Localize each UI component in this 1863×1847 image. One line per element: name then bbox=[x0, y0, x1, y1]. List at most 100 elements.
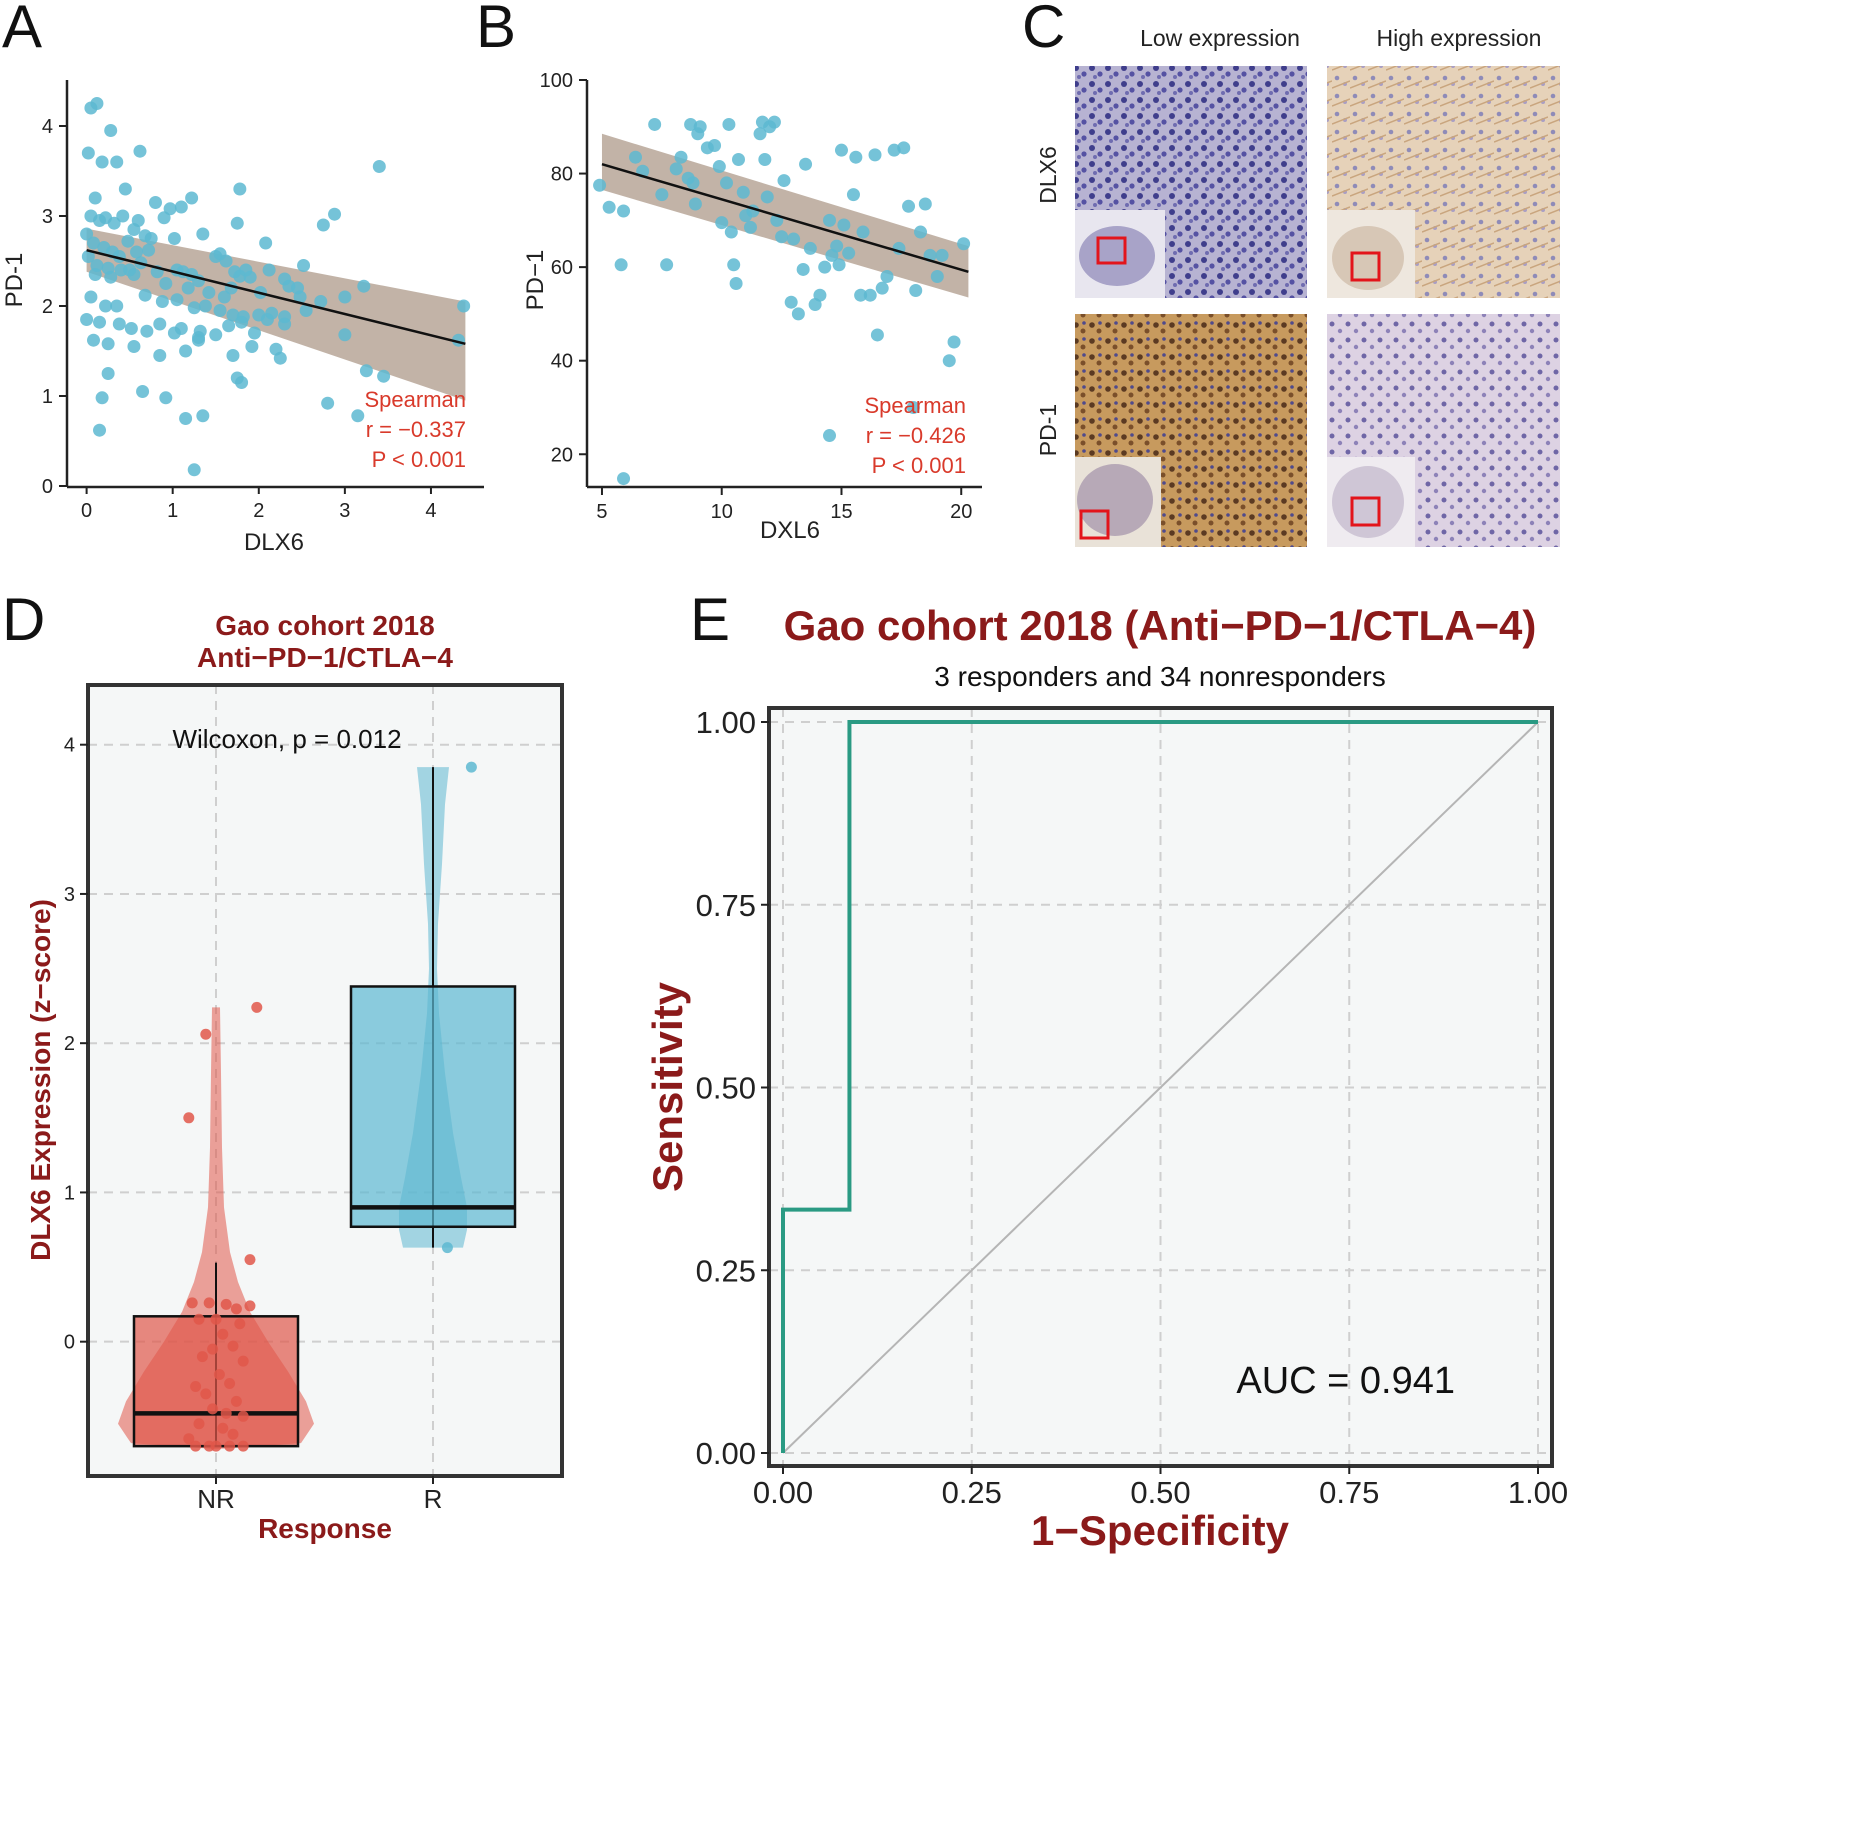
scatter-point bbox=[81, 250, 95, 263]
scatter-point bbox=[262, 263, 276, 277]
scatter-point bbox=[830, 239, 844, 253]
panel-b-stat-p: P < 0.001 bbox=[872, 453, 966, 478]
scatter-point bbox=[107, 216, 121, 230]
panel-a-ylabel: PD-1 bbox=[1, 253, 28, 308]
scatter-point bbox=[81, 146, 95, 160]
scatter-point bbox=[226, 308, 240, 322]
scatter-point bbox=[357, 279, 371, 293]
scatter-point bbox=[727, 258, 741, 272]
scatter-point bbox=[95, 155, 109, 169]
y-tick-label: 0 bbox=[42, 476, 53, 498]
scatter-point bbox=[617, 204, 631, 218]
data-point-nr bbox=[227, 1428, 239, 1440]
scatter-point bbox=[88, 191, 102, 205]
scatter-point bbox=[753, 127, 767, 141]
scatter-point bbox=[846, 188, 860, 202]
y-tick-label: 2 bbox=[42, 296, 53, 318]
scatter-point bbox=[179, 412, 193, 425]
scatter-point bbox=[823, 429, 837, 443]
data-point-nr bbox=[230, 1303, 242, 1315]
scatter-point bbox=[842, 246, 856, 260]
scatter-point bbox=[226, 349, 240, 362]
scatter-point bbox=[127, 340, 141, 353]
scatter-point bbox=[743, 220, 757, 234]
panel-e-auc-label: AUC = 0.941 bbox=[1236, 1360, 1455, 1402]
scatter-point bbox=[222, 319, 236, 333]
x-tick-label: 1.00 bbox=[1508, 1475, 1568, 1510]
scatter-point bbox=[198, 299, 212, 313]
scatter-point bbox=[230, 216, 244, 230]
data-point-nr bbox=[193, 1313, 205, 1325]
scatter-point bbox=[328, 207, 342, 221]
x-tick-label: NR bbox=[197, 1484, 235, 1514]
scatter-point bbox=[259, 236, 273, 250]
scatter-point bbox=[209, 250, 223, 263]
scatter-point bbox=[273, 351, 287, 365]
scatter-point bbox=[124, 322, 138, 335]
y-tick-label: 0 bbox=[64, 1332, 75, 1354]
y-tick-label: 100 bbox=[540, 70, 573, 92]
scatter-point bbox=[935, 248, 949, 262]
scatter-point bbox=[803, 241, 817, 255]
scatter-point bbox=[174, 322, 188, 335]
ihc-image-dlx6-high bbox=[1327, 66, 1560, 298]
regression-line bbox=[86, 248, 466, 346]
data-point-nr bbox=[203, 1297, 215, 1309]
scatter-point bbox=[219, 254, 233, 268]
scatter-point bbox=[144, 232, 158, 245]
scatter-point bbox=[114, 263, 128, 277]
panel-d-title-line1: Gao cohort 2018 bbox=[215, 610, 434, 641]
panel-d-boxplot: Gao cohort 2018 Anti−PD−1/CTLA−4 0 1 2 3 4 NR… bbox=[25, 610, 564, 1544]
scatter-point bbox=[121, 234, 135, 248]
data-point-nr bbox=[190, 1440, 202, 1452]
panel-d-xlabel: Response bbox=[258, 1513, 392, 1544]
scatter-point bbox=[297, 259, 311, 272]
scatter-point bbox=[875, 281, 889, 295]
data-point-nr bbox=[244, 1254, 256, 1266]
data-point-nr bbox=[183, 1112, 195, 1124]
scatter-point bbox=[202, 286, 216, 299]
scatter-point bbox=[708, 138, 722, 152]
data-point-nr bbox=[196, 1351, 208, 1363]
data-point-r bbox=[441, 1242, 453, 1254]
scatter-point bbox=[787, 232, 801, 246]
scatter-point bbox=[688, 197, 702, 211]
scatter-point bbox=[80, 313, 94, 326]
x-tick-label: 1 bbox=[167, 500, 178, 522]
scatter-point bbox=[88, 268, 102, 281]
scatter-point bbox=[159, 277, 173, 290]
scatter-point bbox=[629, 150, 643, 164]
scatter-point bbox=[278, 317, 292, 331]
scatter-point bbox=[174, 200, 188, 214]
x-tick-label: 0.00 bbox=[753, 1475, 813, 1510]
confidence-ribbon bbox=[601, 133, 969, 298]
scatter-point bbox=[837, 218, 851, 232]
data-point-nr bbox=[220, 1298, 232, 1310]
panel-label-c: C bbox=[1022, 0, 1065, 60]
scatter-point bbox=[351, 409, 365, 423]
panel-e-title: Gao cohort 2018 (Anti−PD−1/CTLA−4) bbox=[784, 602, 1537, 649]
scatter-point bbox=[660, 258, 674, 272]
panel-b-ylabel: PD−1 bbox=[522, 250, 549, 311]
scatter-point bbox=[230, 371, 244, 385]
x-tick-label: 0.75 bbox=[1319, 1475, 1379, 1510]
data-point-nr bbox=[200, 1388, 212, 1400]
scatter-point bbox=[110, 155, 124, 169]
ihc-image-pd1-low bbox=[1075, 314, 1307, 547]
scatter-point bbox=[86, 236, 100, 250]
scatter-point bbox=[116, 209, 130, 223]
y-tick-label: 0.25 bbox=[696, 1253, 756, 1288]
scatter-point bbox=[95, 391, 109, 405]
scatter-point bbox=[192, 333, 206, 347]
scatter-point bbox=[684, 117, 698, 131]
x-tick-label: 3 bbox=[339, 500, 350, 522]
ihc-row-label-dlx6: DLX6 bbox=[1035, 146, 1061, 204]
data-point-nr bbox=[237, 1410, 249, 1422]
scatter-point bbox=[153, 349, 167, 362]
scatter-point bbox=[359, 364, 373, 378]
scatter-point bbox=[196, 227, 210, 241]
scatter-point bbox=[299, 304, 313, 317]
panel-e-subtitle: 3 responders and 34 nonresponders bbox=[934, 661, 1385, 692]
scatter-point bbox=[720, 176, 734, 190]
